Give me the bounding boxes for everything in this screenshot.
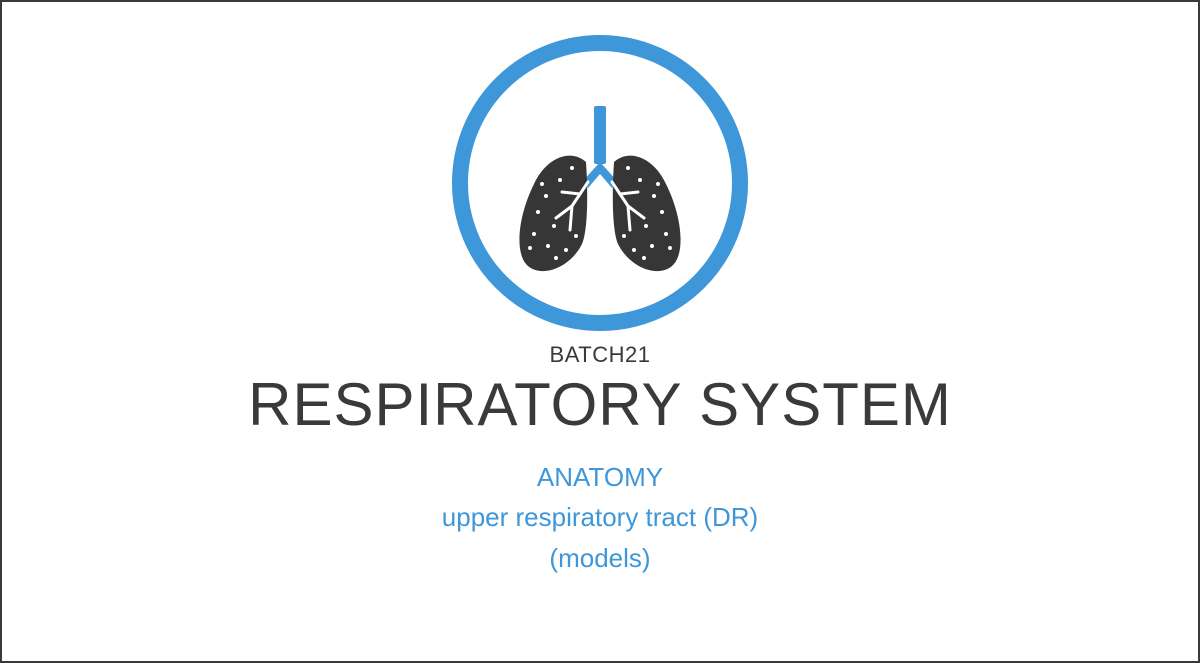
- subtitle-line-2: upper respiratory tract (DR): [442, 497, 758, 537]
- subtitle-line-3: (models): [549, 538, 650, 578]
- subtitle-line-1: ANATOMY: [537, 457, 663, 497]
- batch-label: BATCH21: [550, 342, 651, 368]
- lungs-icon: [447, 30, 753, 336]
- subtitle-block: ANATOMY upper respiratory tract (DR) (mo…: [442, 457, 758, 578]
- page-title: RESPIRATORY SYSTEM: [248, 370, 952, 439]
